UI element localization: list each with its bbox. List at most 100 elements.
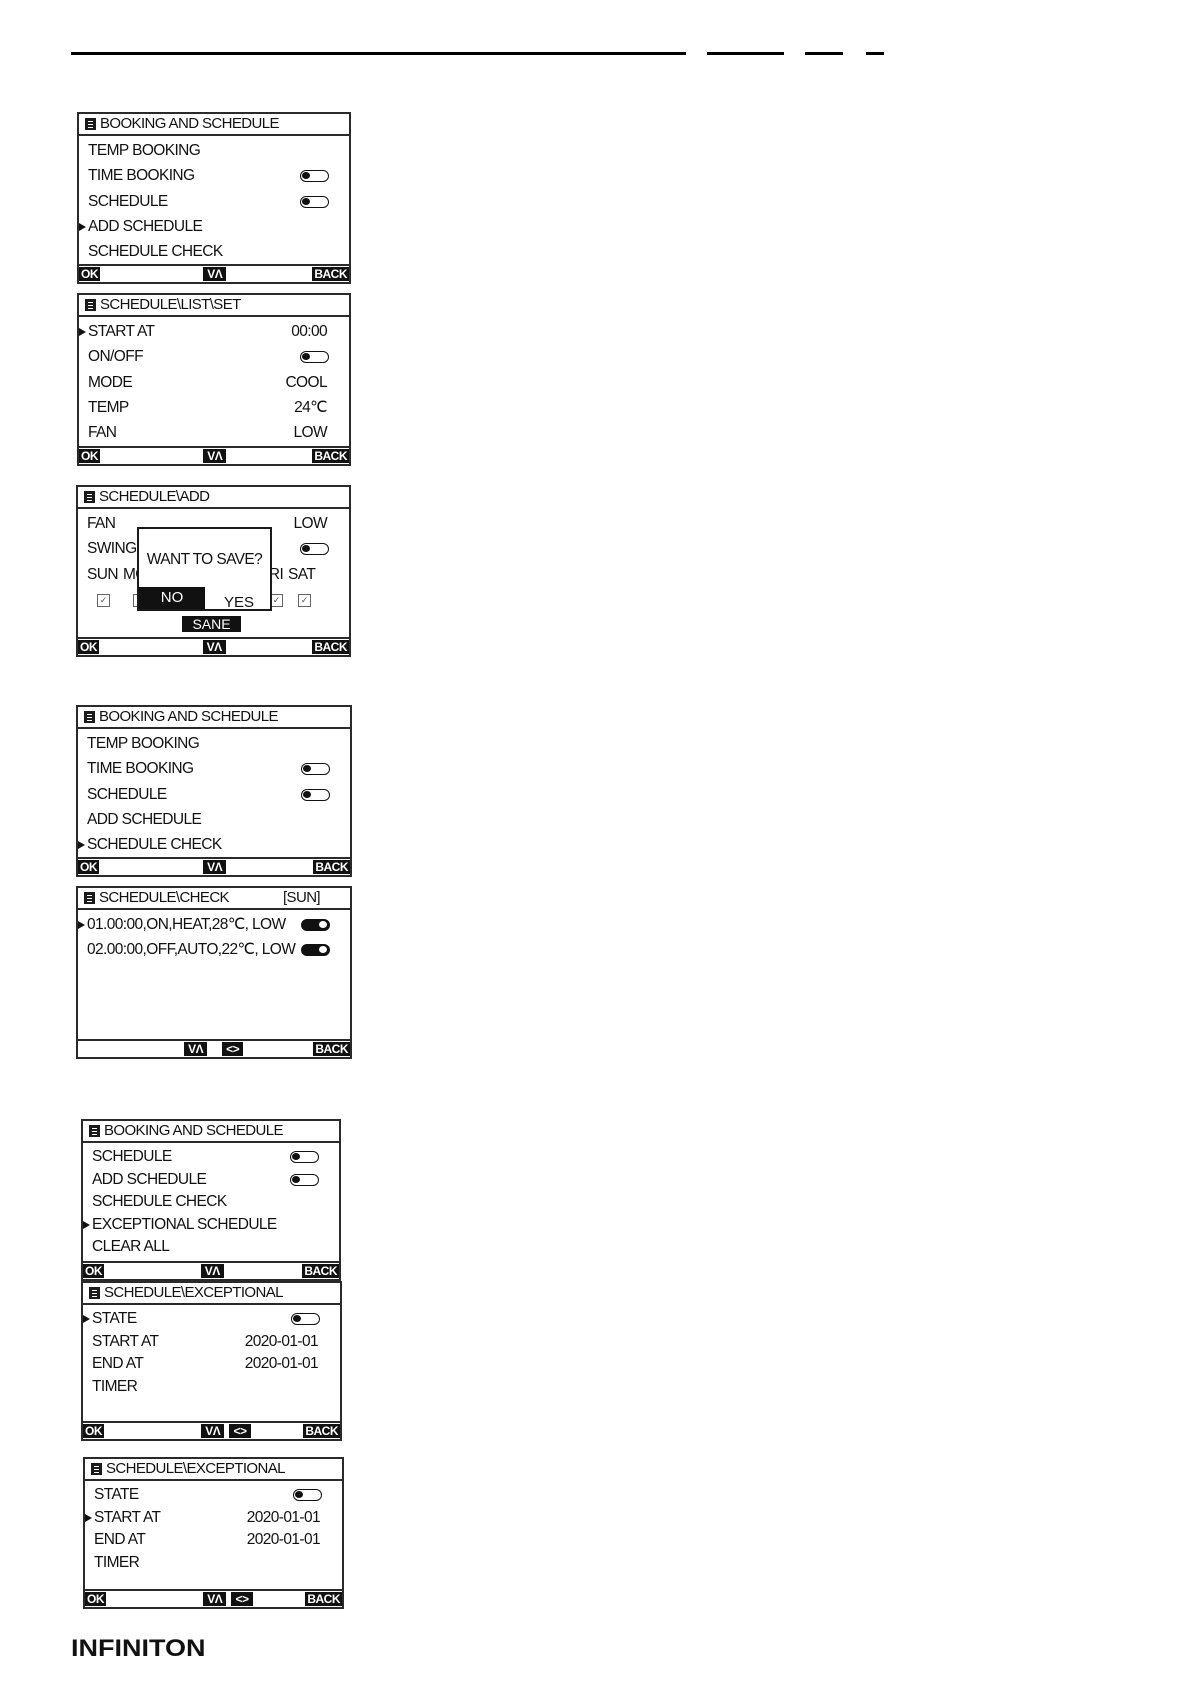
back-softkey[interactable]: BACK	[312, 267, 349, 281]
weekday-checkbox[interactable]: ✓	[298, 593, 311, 607]
menu-row[interactable]: FAN LOW	[78, 512, 349, 536]
screen-title: SCHEDULE\LIST\SET	[100, 296, 241, 313]
menu-row[interactable]: EXCEPTIONAL SCHEDULE	[83, 1213, 339, 1237]
yes-button[interactable]: YES	[223, 594, 254, 611]
updown-softkey[interactable]: VΛ	[200, 1264, 224, 1278]
row-value: COOL	[285, 373, 327, 391]
menu-row[interactable]: TIMER	[85, 1551, 342, 1575]
menu-row[interactable]: ON/OFF	[79, 345, 349, 369]
header-rule	[707, 52, 784, 55]
menu-row[interactable]: TIME BOOKING	[79, 164, 349, 188]
toggle-switch[interactable]	[293, 1489, 322, 1501]
menu-row[interactable]: SCHEDULE CHECK	[83, 1190, 339, 1214]
menu-row[interactable]: 02.00:00,OFF,AUTO,22℃, LOW	[78, 938, 350, 962]
save-label[interactable]: SANE	[182, 616, 241, 632]
toggle-knob	[302, 353, 310, 361]
toggle-switch[interactable]	[301, 788, 330, 801]
menu-row[interactable]: END AT 2020-01-01	[85, 1528, 342, 1552]
ok-softkey[interactable]: OK	[78, 640, 99, 654]
back-softkey[interactable]: BACK	[305, 1592, 342, 1606]
day-indicator: [SUN]	[282, 889, 321, 906]
toggle-switch[interactable]	[300, 195, 329, 208]
toggle-switch[interactable]	[300, 170, 329, 183]
ok-softkey[interactable]: OK	[79, 449, 100, 463]
menu-row[interactable]: TEMP BOOKING	[78, 732, 350, 756]
menu-row[interactable]: ADD SCHEDULE	[78, 808, 350, 832]
menu-row[interactable]: 01.00:00,ON,HEAT,28℃, LOW	[78, 913, 350, 937]
menu-row[interactable]: STATE	[85, 1483, 342, 1507]
back-softkey[interactable]: BACK	[312, 640, 349, 654]
menu-row[interactable]: TEMP BOOKING	[79, 139, 349, 163]
row-label: SCHEDULE	[87, 785, 167, 803]
leftright-softkey[interactable]: <>	[231, 1592, 253, 1606]
back-softkey[interactable]: BACK	[312, 449, 349, 463]
menu-row[interactable]: START AT 00:00	[79, 320, 349, 344]
leftright-softkey[interactable]: <>	[229, 1424, 251, 1438]
updown-softkey[interactable]: VΛ	[203, 267, 227, 281]
menu-row[interactable]: ADD SCHEDULE	[79, 215, 349, 239]
menu-row[interactable]: TIME BOOKING	[78, 757, 350, 781]
toggle-knob	[303, 790, 311, 798]
menu-row[interactable]: START AT 2020-01-01	[83, 1330, 340, 1354]
menu-row[interactable]: SCHEDULE CHECK	[79, 240, 349, 264]
row-label: ADD SCHEDULE	[87, 810, 202, 828]
back-softkey[interactable]: BACK	[313, 860, 350, 874]
softkey-bar: OK VΛ BACK	[78, 857, 350, 875]
toggle-switch[interactable]	[291, 1313, 320, 1325]
menu-row[interactable]: END AT 2020-01-01	[83, 1352, 340, 1376]
menu-row[interactable]: ADD SCHEDULE	[83, 1168, 339, 1192]
toggle-switch[interactable]	[300, 543, 329, 556]
menu-row[interactable]: START AT 2020-01-01	[85, 1506, 342, 1530]
weekday-label: SUN	[87, 565, 119, 583]
updown-softkey[interactable]: VΛ	[203, 449, 227, 463]
ok-softkey[interactable]: OK	[85, 1592, 106, 1606]
row-label: 01.00:00,ON,HEAT,28℃, LOW	[87, 916, 286, 933]
ok-softkey[interactable]: OK	[79, 267, 100, 281]
updown-softkey[interactable]: VΛ	[203, 860, 227, 874]
toggle-knob	[293, 1315, 301, 1322]
menu-row[interactable]: MODE COOL	[79, 371, 349, 395]
no-button[interactable]: NO	[139, 587, 205, 609]
leftright-softkey[interactable]: <>	[222, 1042, 244, 1056]
toggle-switch[interactable]	[301, 919, 330, 931]
menu-row[interactable]: SCHEDULE	[79, 190, 349, 214]
lcd-screen-panel: SCHEDULE\ADDFANLOWSWINGSUN✓MON✓FRI✓SAT✓W…	[76, 485, 351, 657]
selection-arrow-icon	[79, 222, 86, 231]
back-softkey[interactable]: BACK	[302, 1264, 339, 1278]
weekday-checkbox[interactable]: ✓	[97, 593, 110, 607]
menu-icon	[84, 892, 95, 904]
header-rule	[805, 52, 843, 55]
menu-row[interactable]: SCHEDULE	[83, 1145, 339, 1169]
lcd-screen-panel: BOOKING AND SCHEDULE TEMP BOOKING TIME BOO…	[76, 705, 352, 877]
ok-softkey[interactable]: OK	[78, 860, 99, 874]
screen-title: BOOKING AND SCHEDULE	[99, 708, 278, 725]
row-value: LOW	[293, 424, 327, 442]
toggle-switch[interactable]	[290, 1173, 319, 1186]
menu-row[interactable]: TIMER	[83, 1375, 340, 1399]
toggle-switch[interactable]	[301, 944, 330, 957]
updown-softkey[interactable]: VΛ	[202, 640, 226, 654]
menu-row[interactable]: SWING	[78, 537, 349, 561]
ok-softkey[interactable]: OK	[83, 1264, 104, 1278]
row-label: START AT	[94, 1508, 161, 1526]
menu-row[interactable]: STATE	[83, 1307, 340, 1331]
updown-softkey[interactable]: VΛ	[201, 1424, 225, 1438]
back-softkey[interactable]: BACK	[313, 1042, 350, 1056]
toggle-switch[interactable]	[290, 1151, 319, 1163]
menu-icon	[84, 491, 95, 503]
menu-row[interactable]: CLEAR ALL	[83, 1235, 339, 1259]
lcd-screen-panel: SCHEDULE\EXCEPTIONAL STATE START AT 2020-01…	[81, 1281, 342, 1441]
menu-row[interactable]: FAN LOW	[79, 421, 349, 445]
menu-row[interactable]: TEMP 24℃	[79, 396, 349, 420]
back-softkey[interactable]: BACK	[303, 1424, 340, 1438]
softkey-bar: OK VΛ <> BACK	[83, 1421, 340, 1439]
menu-row[interactable]: SCHEDULE CHECK	[78, 833, 350, 857]
ok-softkey[interactable]: OK	[83, 1424, 104, 1438]
updown-softkey[interactable]: VΛ	[184, 1042, 208, 1056]
row-label: STATE	[94, 1486, 139, 1503]
updown-softkey[interactable]: VΛ	[203, 1592, 227, 1606]
menu-row[interactable]: SCHEDULE	[78, 783, 350, 807]
toggle-switch[interactable]	[301, 763, 330, 776]
toggle-switch[interactable]	[300, 351, 329, 364]
toggle-knob	[302, 197, 310, 205]
